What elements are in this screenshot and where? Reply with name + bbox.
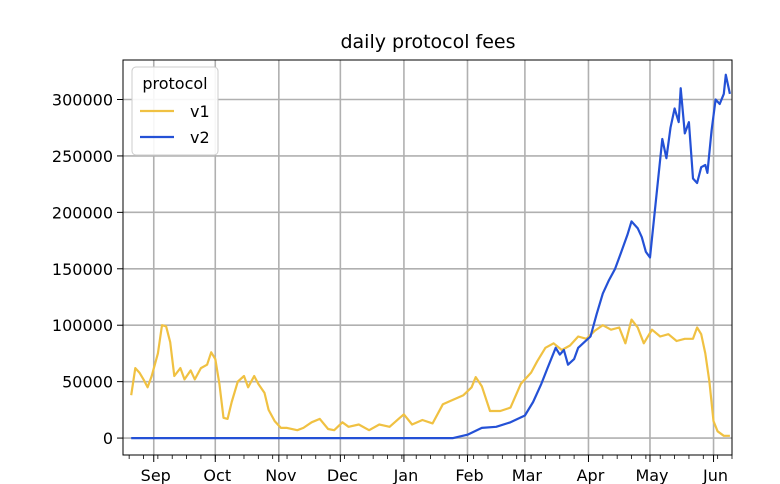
x-tick-label: Jun bbox=[702, 466, 728, 484]
x-tick-label: Mar bbox=[512, 466, 543, 484]
grid bbox=[123, 60, 732, 455]
legend-label-v2: v2 bbox=[190, 128, 210, 147]
legend: protocol v1 v2 bbox=[131, 66, 219, 156]
x-tick-label: Nov bbox=[265, 466, 296, 484]
y-tick-label: 100000 bbox=[52, 316, 113, 335]
x-tick-label: Jan bbox=[393, 466, 419, 484]
x-tick-label: Apr bbox=[577, 466, 605, 484]
plot-frame bbox=[122, 59, 733, 456]
series-line-v1 bbox=[130, 318, 730, 437]
x-tick-label: Sep bbox=[141, 466, 171, 484]
y-tick-label: 300000 bbox=[52, 91, 113, 110]
y-tick-label: 250000 bbox=[52, 147, 113, 166]
axes: 0 50000 100000 150000 200000 250000 300000 Sep O… bbox=[52, 59, 733, 484]
y-tick-label: 150000 bbox=[52, 260, 113, 279]
y-tick-label: 0 bbox=[103, 429, 113, 448]
x-tick-label: Feb bbox=[455, 466, 483, 484]
series-line-v2 bbox=[131, 73, 731, 440]
y-tick-label: 200000 bbox=[52, 203, 113, 222]
x-tick-label: Oct bbox=[203, 466, 231, 484]
legend-title: protocol bbox=[142, 74, 207, 93]
chart-title: daily protocol fees bbox=[340, 31, 515, 53]
legend-label-v1: v1 bbox=[190, 102, 210, 121]
x-tick-label: May bbox=[635, 466, 668, 484]
x-tick-label: Dec bbox=[327, 466, 358, 484]
legend-box bbox=[131, 66, 219, 156]
y-tick-label: 50000 bbox=[62, 373, 113, 392]
series-lines bbox=[130, 73, 731, 440]
